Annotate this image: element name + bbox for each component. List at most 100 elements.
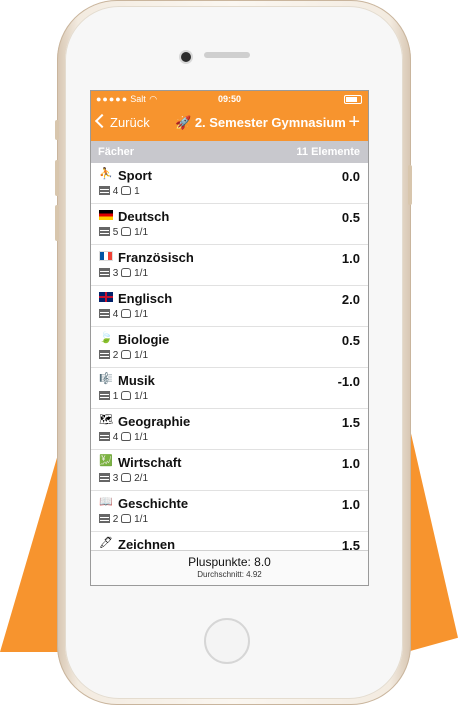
subject-score: 1.0	[342, 251, 360, 266]
summary-footer: Pluspunkte: 8.0 Durchschnitt: 4.92	[91, 550, 368, 585]
grades-stack-icon	[99, 391, 110, 400]
mute-switch	[55, 120, 59, 140]
subject-score: 2.0	[342, 292, 360, 307]
subject-name: Deutsch	[118, 209, 169, 224]
weight-icon	[121, 186, 131, 195]
grades-stack-icon	[99, 350, 110, 359]
subject-weight: 1/1	[134, 268, 148, 279]
pen-icon: 🖊	[99, 537, 113, 549]
subject-row[interactable]: Englisch 2.0 4 1/1	[91, 286, 368, 327]
chart-icon: 💹	[99, 455, 113, 467]
power-button	[408, 165, 412, 205]
grade-count: 2	[113, 350, 119, 361]
grade-count: 1	[113, 391, 119, 402]
camera-icon	[181, 52, 191, 62]
subject-row[interactable]: 🎼 Musik -1.0 1 1/1	[91, 368, 368, 409]
add-button[interactable]: +	[348, 111, 360, 134]
plus-points: Pluspunkte: 8.0	[91, 555, 368, 569]
weight-icon	[121, 514, 131, 523]
subject-weight: 1/1	[134, 309, 148, 320]
subject-score: 1.0	[342, 497, 360, 512]
grades-stack-icon	[99, 514, 110, 523]
subject-weight: 1/1	[134, 391, 148, 402]
subject-row[interactable]: ⛹ Sport 0.0 4 1	[91, 163, 368, 204]
book-icon: 📖	[99, 496, 113, 508]
grade-count: 3	[113, 268, 119, 279]
subject-meta: 4 1	[99, 186, 140, 197]
page-title: 🚀 2. Semester Gymnasium	[175, 115, 346, 131]
subject-row[interactable]: 💹 Wirtschaft 1.0 3 2/1	[91, 450, 368, 491]
subject-score: 0.5	[342, 210, 360, 225]
grades-stack-icon	[99, 268, 110, 277]
app-screen: ●●●●● Salt ◠ 09:50 Zurück 🚀 2. Semester G…	[90, 90, 369, 586]
music-icon: 🎼	[99, 373, 113, 385]
average: Durchschnitt: 4.92	[91, 570, 368, 579]
grades-stack-icon	[99, 309, 110, 318]
grade-count: 4	[113, 432, 119, 443]
map-icon: 🗺	[99, 414, 113, 426]
home-button[interactable]	[204, 618, 250, 664]
subject-weight: 1	[134, 186, 140, 197]
weight-icon	[121, 268, 131, 277]
navigation-bar: Zurück 🚀 2. Semester Gymnasium +	[91, 107, 368, 141]
grades-stack-icon	[99, 186, 110, 195]
subject-score: -1.0	[338, 374, 360, 389]
weight-icon	[121, 432, 131, 441]
subject-row[interactable]: 📖 Geschichte 1.0 2 1/1	[91, 491, 368, 532]
volume-down-button	[55, 205, 59, 241]
subject-weight: 2/1	[134, 473, 148, 484]
grade-count: 5	[113, 227, 119, 238]
subject-name: Englisch	[118, 291, 172, 306]
subject-list: ⛹ Sport 0.0 4 1 Deutsch 0.5 5 1/1 Französisch…	[91, 163, 368, 573]
subject-score: 0.5	[342, 333, 360, 348]
subject-row[interactable]: Französisch 1.0 3 1/1	[91, 245, 368, 286]
status-time: 09:50	[91, 94, 368, 104]
subject-weight: 1/1	[134, 432, 148, 443]
page-title-text: 2. Semester Gymnasium	[195, 115, 346, 130]
grade-count: 4	[113, 309, 119, 320]
subject-meta: 1 1/1	[99, 391, 148, 402]
weight-icon	[121, 391, 131, 400]
subject-name: Geographie	[118, 414, 190, 429]
grade-count: 4	[113, 186, 119, 197]
subject-meta: 2 1/1	[99, 514, 148, 525]
subject-meta: 4 1/1	[99, 432, 148, 443]
status-bar: ●●●●● Salt ◠ 09:50	[91, 91, 368, 107]
subject-name: Französisch	[118, 250, 194, 265]
subject-meta: 5 1/1	[99, 227, 148, 238]
subject-row[interactable]: 🗺 Geographie 1.5 4 1/1	[91, 409, 368, 450]
section-header: Fächer 11 Elemente	[91, 141, 368, 163]
french-flag-icon	[99, 250, 113, 262]
section-count: 11 Elemente	[296, 146, 360, 158]
leaf-icon: 🍃	[99, 332, 113, 344]
subject-row[interactable]: 🍃 Biologie 0.5 2 1/1	[91, 327, 368, 368]
uk-flag-icon	[99, 291, 113, 303]
back-label: Zurück	[110, 115, 150, 130]
subject-meta: 3 1/1	[99, 268, 148, 279]
grades-stack-icon	[99, 473, 110, 482]
back-button[interactable]: Zurück	[97, 115, 150, 130]
subject-row[interactable]: Deutsch 0.5 5 1/1	[91, 204, 368, 245]
subject-name: Geschichte	[118, 496, 188, 511]
subject-meta: 2 1/1	[99, 350, 148, 361]
subject-weight: 1/1	[134, 514, 148, 525]
weight-icon	[121, 309, 131, 318]
volume-up-button	[55, 160, 59, 196]
subject-score: 0.0	[342, 169, 360, 184]
weight-icon	[121, 350, 131, 359]
section-title: Fächer	[98, 146, 134, 158]
subject-score: 1.0	[342, 456, 360, 471]
grade-count: 3	[113, 473, 119, 484]
speaker-grille	[204, 52, 250, 58]
subject-weight: 1/1	[134, 350, 148, 361]
chevron-left-icon	[95, 114, 109, 128]
weight-icon	[121, 473, 131, 482]
subject-score: 1.5	[342, 415, 360, 430]
rocket-icon: 🚀	[175, 115, 191, 130]
subject-name: Biologie	[118, 332, 169, 347]
subject-name: Wirtschaft	[118, 455, 181, 470]
subject-meta: 4 1/1	[99, 309, 148, 320]
subject-weight: 1/1	[134, 227, 148, 238]
german-flag-icon	[99, 209, 113, 221]
subject-meta: 3 2/1	[99, 473, 148, 484]
